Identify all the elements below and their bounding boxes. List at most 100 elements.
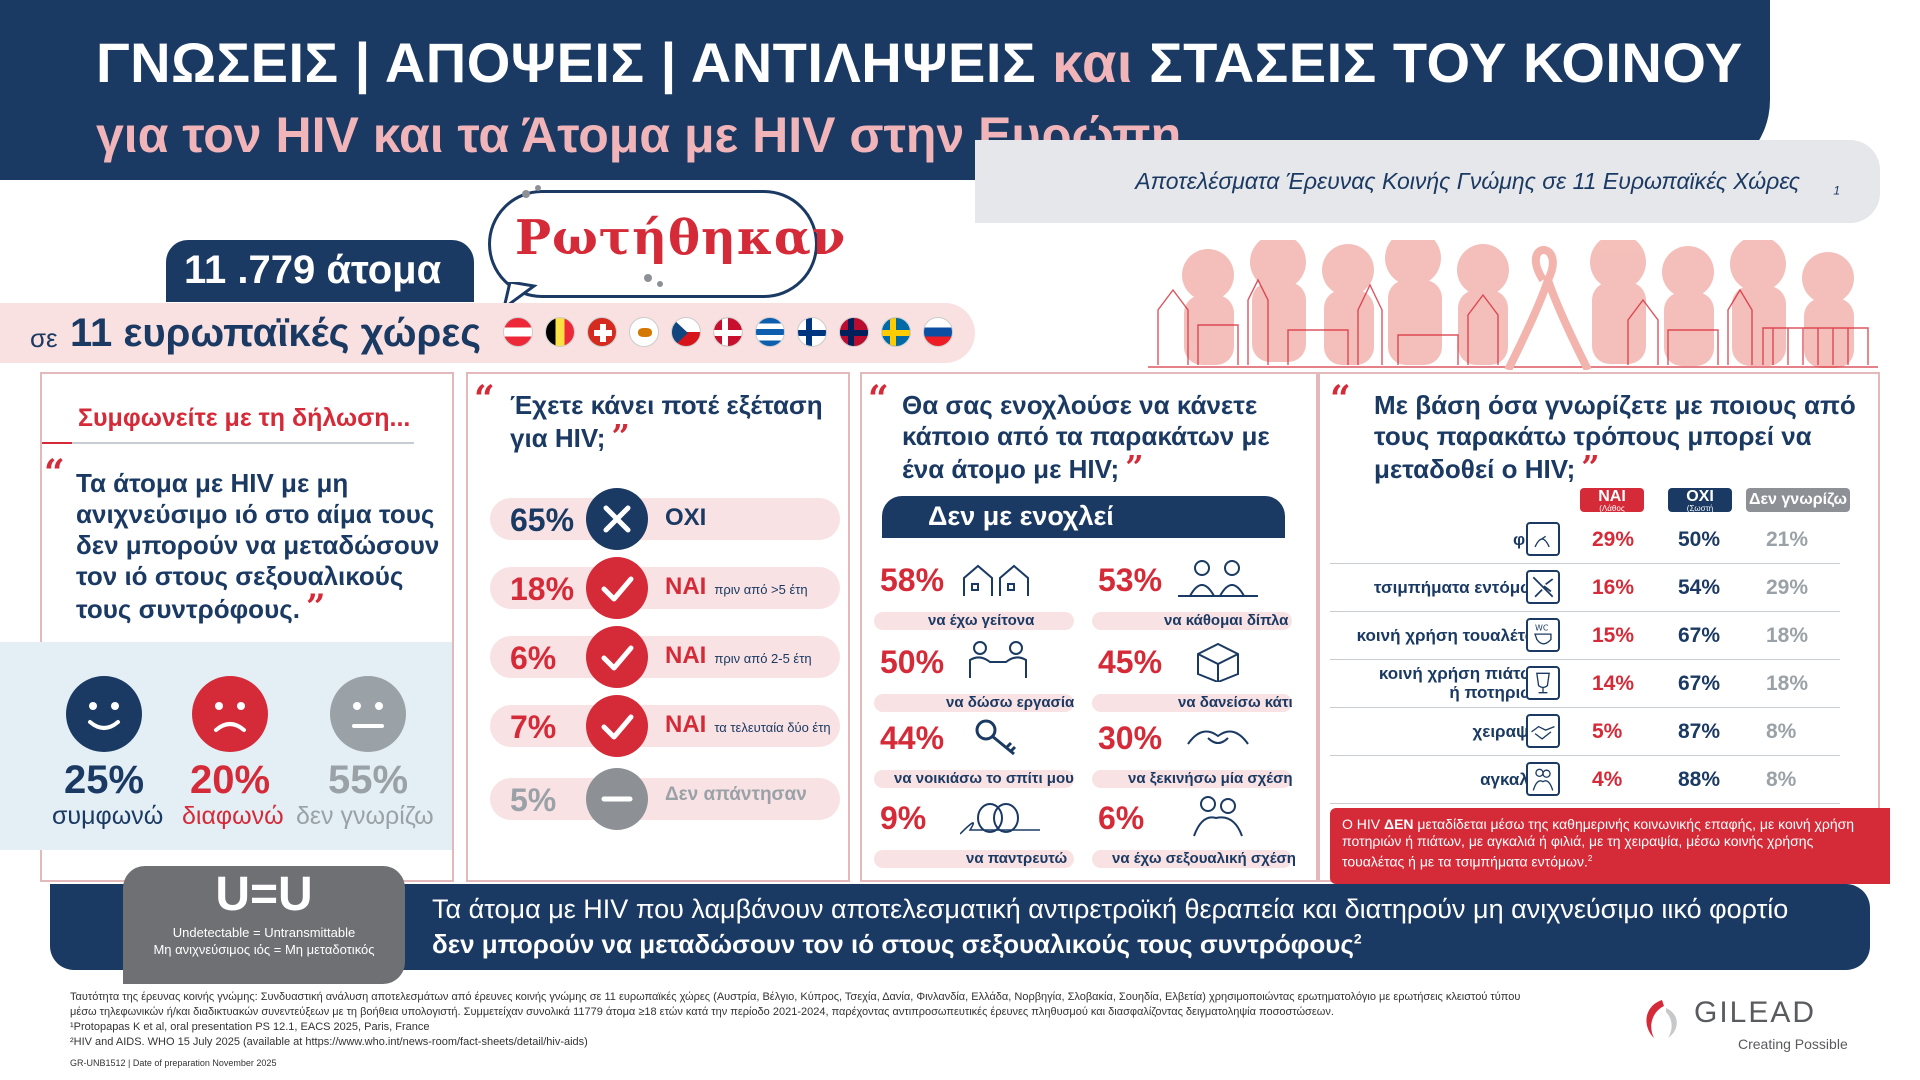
agreement-percent: 25% [64, 758, 145, 802]
transmission-row: φιλί 29% 50% 21% [1330, 516, 1840, 564]
attitudes-question: Θα σας ενοχλούσε να κάνετε κάποιο από τα… [902, 390, 1270, 486]
happy-face-icon [66, 676, 142, 752]
transmission-label: τσιμπήματα εντόμων [1373, 578, 1544, 597]
attitude-bar [874, 770, 1074, 788]
value-no: 67% [1678, 672, 1721, 695]
value-yes: 14% [1592, 672, 1635, 695]
flag-finland-icon [797, 317, 827, 347]
transmission-question: Με βάση όσα γνωρίζετε με ποιους από τους… [1374, 390, 1856, 486]
test-answer-label: ΝΑΙ πριν από >5 έτη [665, 573, 808, 600]
attitude-percent: 9% [880, 800, 927, 836]
value-dont-know: 18% [1766, 624, 1809, 647]
not-bothered-banner: Δεν με ενοχλεί [882, 496, 1285, 538]
uu-text-1: Τα άτομα με HIV που λαμβάνουν αποτελεσμα… [432, 894, 1789, 924]
agreement-label: συμφωνώ [52, 802, 164, 830]
flag-norway-icon [839, 317, 869, 347]
value-yes: 5% [1592, 720, 1623, 743]
agreement-percent: 20% [190, 758, 271, 802]
value-dont-know: 21% [1766, 528, 1809, 551]
value-dont-know: 18% [1766, 672, 1809, 695]
country-flags [503, 317, 953, 347]
test-answer-label: ΝΑΙ τα τελευταία δύο έτη [665, 711, 831, 738]
attitude-percent: 30% [1098, 720, 1163, 756]
glass-icon [1526, 666, 1560, 700]
open-quote-icon: “ [474, 378, 495, 420]
footnotes: Ταυτότητα της έρευνας κοινής γνώμης: Συν… [70, 991, 1521, 1068]
attitude-label: να δώσω εργασία [946, 694, 1075, 711]
open-quote-icon: “ [1330, 378, 1351, 420]
value-no: 87% [1678, 720, 1721, 743]
value-no: 54% [1678, 576, 1721, 599]
value-dont-know: 8% [1766, 768, 1797, 791]
attitude-label: να έχω γείτονα [928, 612, 1035, 629]
check-icon [586, 695, 648, 757]
countries-band: σε 11 ευρωπαϊκές χώρες [0, 303, 975, 363]
gilead-mark-icon [1646, 1000, 1677, 1038]
transmission-row: αγκαλιά 4% 88% 8% [1330, 756, 1840, 804]
value-dont-know: 29% [1766, 576, 1809, 599]
flag-slovakia-icon [923, 317, 953, 347]
sad-face-icon [192, 676, 268, 752]
test-answer-row: 7% ΝΑΙ τα τελευταία δύο έτη [490, 695, 840, 757]
houses-icon [963, 564, 1029, 596]
attitude-percent: 6% [1098, 800, 1145, 836]
flag-denmark-icon [713, 317, 743, 347]
transmission-row: κοινή χρήση τουαλέτας WC 15% 67% 18% [1330, 612, 1840, 660]
header-no: ΟΧΙ (Σωστή απάντηση) [1668, 488, 1732, 520]
test-answer-label: Δεν απάντησαν [665, 784, 807, 805]
attitude-percent: 44% [880, 720, 945, 756]
flag-belgium-icon [545, 317, 575, 347]
handshake-work-icon [969, 641, 1027, 678]
test-answer-label: ΝΑΙ πριν από 2-5 έτη [665, 642, 812, 669]
header-banner: ΓΝΩΣΕΙΣ | ΑΠΟΨΕΙΣ | ΑΝΤΙΛΗΨΕΙΣ και ΣΤΑΣΕ… [0, 0, 1770, 180]
agreement-label: δεν γνωρίζω [296, 802, 434, 830]
value-dont-know: 8% [1766, 720, 1797, 743]
attitude-label: να νοικιάσω το σπίτι μου [894, 770, 1074, 787]
flag-czechia-icon [671, 317, 701, 347]
handshake-icon [1526, 714, 1560, 748]
value-yes: 16% [1592, 576, 1635, 599]
test-answer-label: ΟΧΙ [665, 504, 707, 531]
box-icon [1197, 642, 1239, 682]
european-skyline-illustration [1148, 240, 1878, 370]
people-count-tab: 11 .779 άτομα [166, 240, 474, 302]
holding-hands-icon [1187, 730, 1249, 745]
transmission-row: χειραψία 5% 87% 8% [1330, 708, 1840, 756]
attitude-bar [874, 850, 1074, 868]
hug-icon [1526, 762, 1560, 796]
dots-icon [522, 185, 541, 198]
value-yes: 29% [1592, 528, 1635, 551]
flag-greece-icon [755, 317, 785, 347]
speech-bubble-tail-icon [501, 282, 538, 312]
title-underline [42, 442, 414, 444]
x-icon [586, 488, 648, 550]
attitude-label: να έχω σεξουαλική σχέση [1112, 850, 1296, 867]
test-answer-row: 6% ΝΑΙ πριν από 2-5 έτη [490, 626, 840, 688]
attitude-bar [1092, 612, 1292, 630]
flag-cyprus-icon [629, 317, 659, 347]
dots-icon [644, 274, 663, 287]
neutral-face-icon [330, 676, 406, 752]
svg-text:WC: WC [1535, 624, 1549, 633]
flag-switzerland-icon [587, 317, 617, 347]
transmission-label: κοινή χρήση πιάτων ή ποτηριών [1378, 664, 1544, 702]
ribbon-icon [1504, 246, 1592, 370]
minus-icon [586, 768, 648, 830]
attitude-bar [874, 612, 1074, 630]
attitude-percent: 53% [1098, 562, 1163, 598]
subtitle: Αποτελέσματα Έρευνας Κοινής Γνώμης σε 11… [1135, 168, 1840, 198]
test-answer-row: 18% ΝΑΙ πριν από >5 έτη [490, 557, 840, 619]
attitude-label: να δανείσω κάτι [1178, 694, 1293, 711]
transmission-row: κοινή χρήση πιάτων ή ποτηριών 14% 67% 18% [1330, 660, 1840, 708]
attitude-bar [1092, 770, 1292, 788]
agreement-percent: 55% [328, 758, 409, 802]
uu-banner: Τα άτομα με HIV που λαμβάνουν αποτελεσμα… [50, 884, 1870, 970]
transmission-label: κοινή χρήση τουαλέτας [1356, 626, 1544, 645]
test-answer-row: 5% Δεν απάντησαν [490, 768, 840, 830]
attitude-label: να κάθομαι δίπλα [1164, 612, 1289, 629]
asked-speech-bubble: Ρωτήθηκαν [488, 190, 845, 298]
attitude-label: να ξεκινήσω μία σχέση [1128, 770, 1293, 787]
transmission-row: τσιμπήματα εντόμων 16% 54% 29% [1330, 564, 1840, 612]
transmission-note: Ο HIV ΔΕΝ μεταδίδεται μέσω της καθημεριν… [1330, 808, 1890, 884]
subtitle-band: Αποτελέσματα Έρευνας Κοινής Γνώμης σε 11… [975, 140, 1880, 223]
